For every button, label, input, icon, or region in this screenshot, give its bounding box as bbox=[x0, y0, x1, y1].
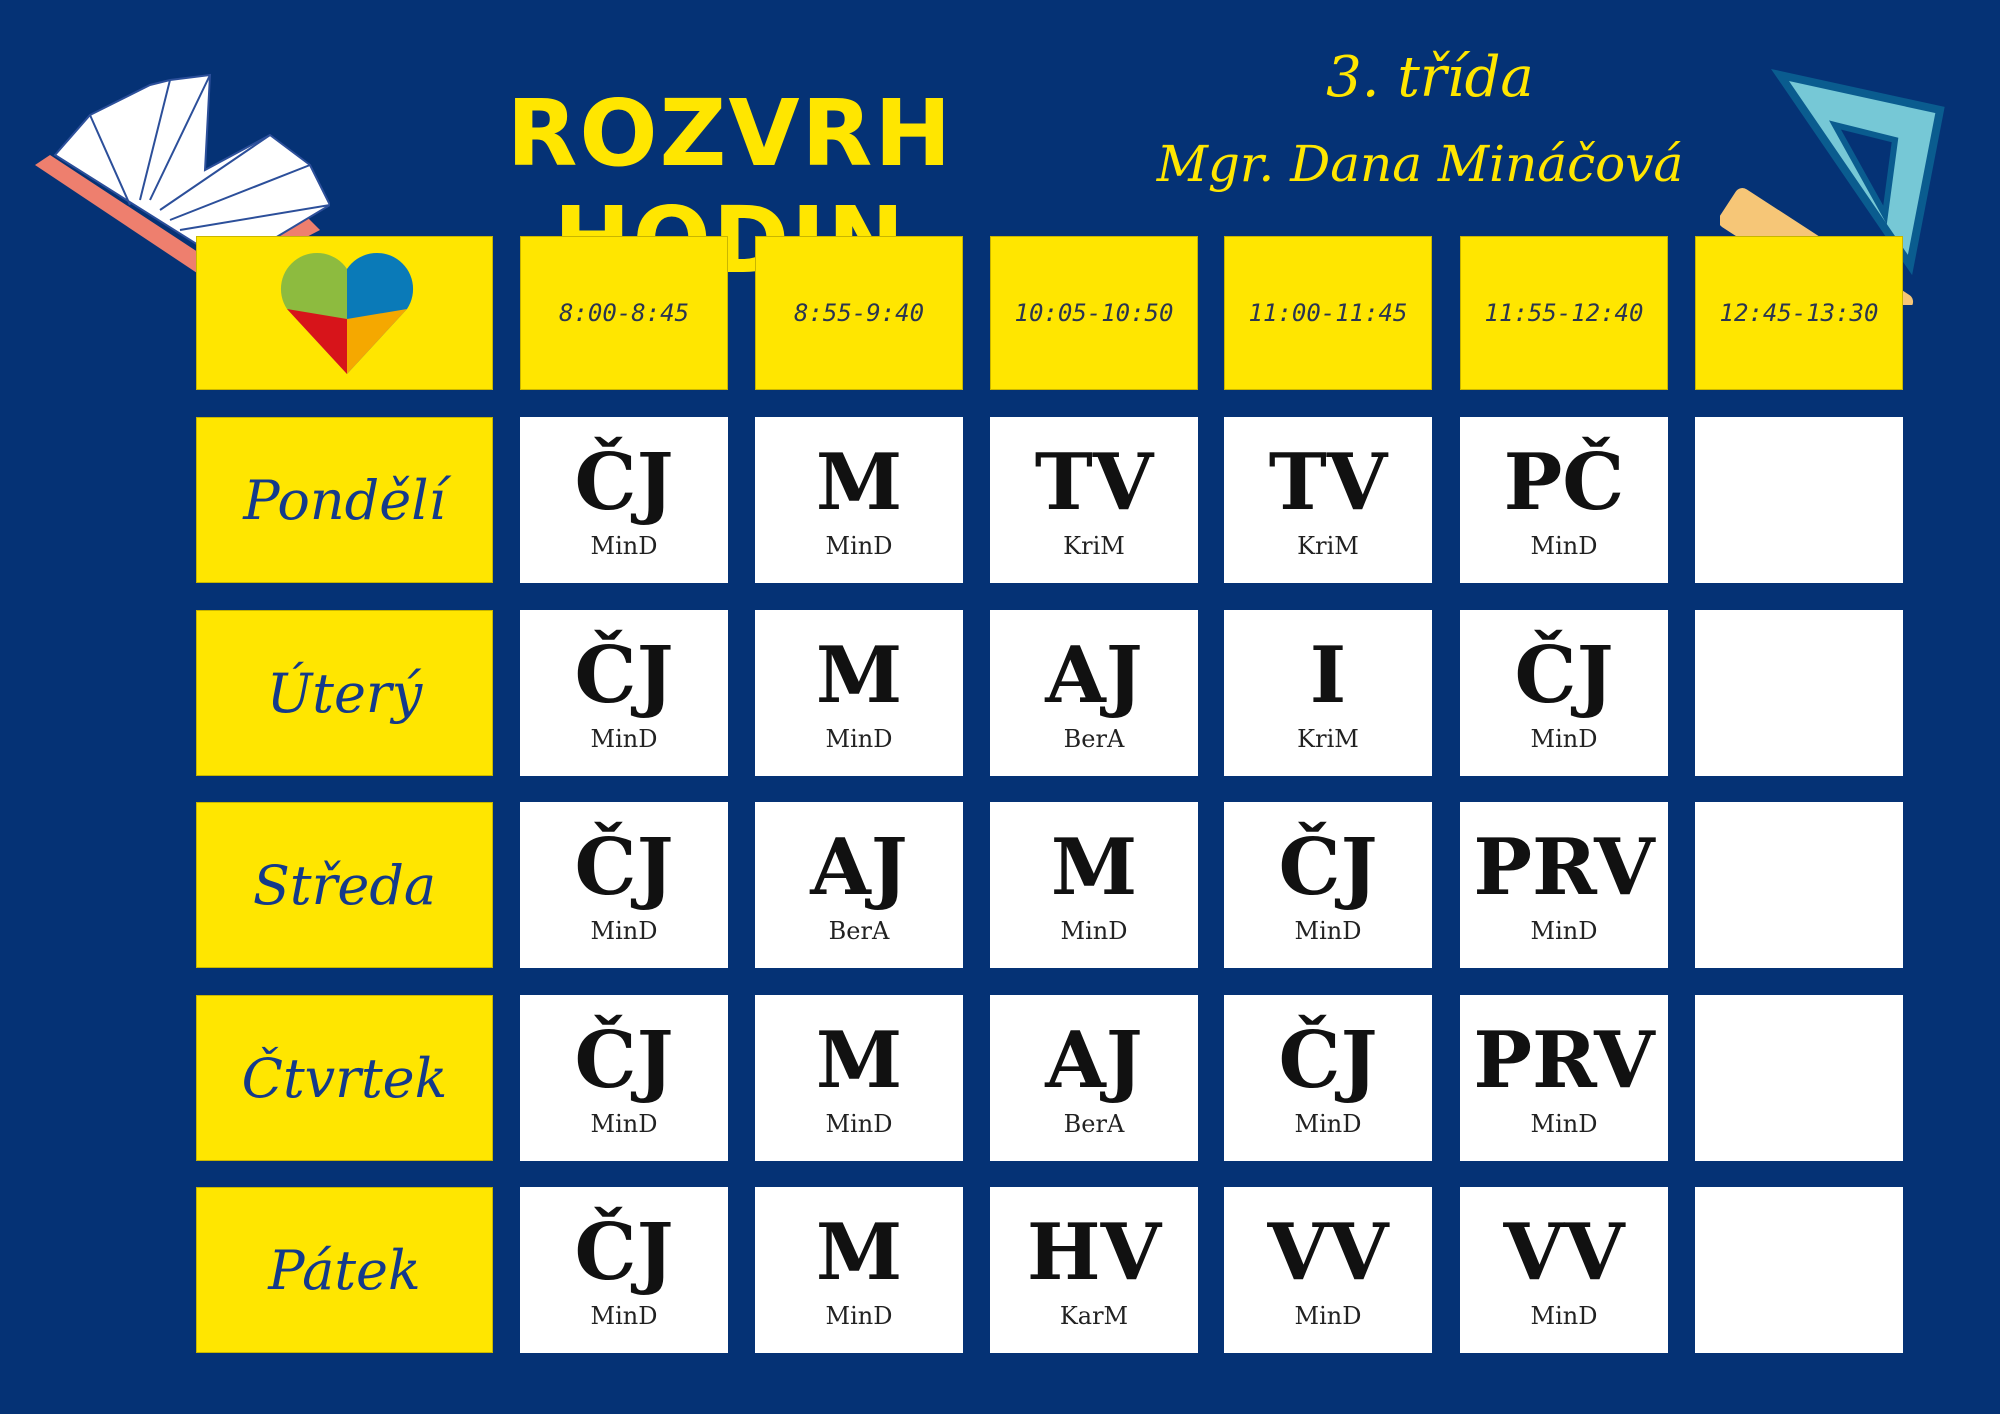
lesson-cell bbox=[1695, 417, 1903, 583]
time-slot-4: 11:00-11:45 bbox=[1224, 236, 1432, 390]
subject: PČ bbox=[1503, 437, 1625, 528]
lesson-cell: ČJ MinD bbox=[520, 417, 728, 583]
subject: VV bbox=[1503, 1207, 1625, 1298]
lesson-cell: ČJ MinD bbox=[520, 1187, 728, 1353]
subject: I bbox=[1309, 630, 1347, 721]
teacher-code: MinD bbox=[1530, 917, 1598, 945]
subject: AJ bbox=[1045, 1015, 1143, 1106]
teacher-code: MinD bbox=[825, 1110, 893, 1138]
lesson-cell: TV KriM bbox=[990, 417, 1198, 583]
day-label: Středa bbox=[196, 802, 493, 968]
teacher-code: BerA bbox=[828, 917, 890, 945]
subject: ČJ bbox=[574, 822, 674, 913]
lesson-cell: M MinD bbox=[755, 1187, 963, 1353]
lesson-cell bbox=[1695, 1187, 1903, 1353]
subject: M bbox=[815, 437, 903, 528]
lesson-cell: ČJ MinD bbox=[1460, 610, 1668, 776]
teacher-code: KriM bbox=[1297, 725, 1359, 753]
teacher-code: MinD bbox=[1530, 1302, 1598, 1330]
lesson-cell: ČJ MinD bbox=[520, 610, 728, 776]
lesson-cell: AJ BerA bbox=[990, 995, 1198, 1161]
teacher-code: MinD bbox=[1060, 917, 1128, 945]
lesson-cell: ČJ MinD bbox=[1224, 802, 1432, 968]
lesson-cell: ČJ MinD bbox=[520, 995, 728, 1161]
subject: AJ bbox=[810, 822, 908, 913]
subject: ČJ bbox=[574, 630, 674, 721]
teacher-code: MinD bbox=[1530, 725, 1598, 753]
lesson-cell: ČJ MinD bbox=[1224, 995, 1432, 1161]
teacher-code: MinD bbox=[590, 917, 658, 945]
subject: M bbox=[815, 630, 903, 721]
time-slot-6: 12:45-13:30 bbox=[1695, 236, 1903, 390]
subject: TV bbox=[1268, 437, 1388, 528]
lesson-cell: PRV MinD bbox=[1460, 802, 1668, 968]
teacher-code: BerA bbox=[1063, 1110, 1125, 1138]
day-label: Pondělí bbox=[196, 417, 493, 583]
subject: M bbox=[815, 1207, 903, 1298]
teacher-code: MinD bbox=[1294, 1110, 1362, 1138]
teacher-code: KriM bbox=[1063, 532, 1125, 560]
subject: VV bbox=[1267, 1207, 1389, 1298]
time-slot-1: 8:00-8:45 bbox=[520, 236, 728, 390]
time-slot-5: 11:55-12:40 bbox=[1460, 236, 1668, 390]
teacher-code: MinD bbox=[590, 532, 658, 560]
lesson-cell: HV KarM bbox=[990, 1187, 1198, 1353]
teacher-code: MinD bbox=[1294, 1302, 1362, 1330]
teacher-code: KarM bbox=[1059, 1302, 1129, 1330]
lesson-cell: AJ BerA bbox=[990, 610, 1198, 776]
subject: PRV bbox=[1473, 822, 1655, 913]
lesson-cell bbox=[1695, 802, 1903, 968]
subject: ČJ bbox=[1278, 822, 1378, 913]
subject: ČJ bbox=[574, 1015, 674, 1106]
logo-cell bbox=[196, 236, 493, 390]
teacher-code: MinD bbox=[590, 1302, 658, 1330]
lesson-cell: M MinD bbox=[990, 802, 1198, 968]
subject: AJ bbox=[1045, 630, 1143, 721]
teacher-code: MinD bbox=[590, 1110, 658, 1138]
subject: PRV bbox=[1473, 1015, 1655, 1106]
subject: ČJ bbox=[1514, 630, 1614, 721]
lesson-cell: AJ BerA bbox=[755, 802, 963, 968]
subject: ČJ bbox=[1278, 1015, 1378, 1106]
lesson-cell: VV MinD bbox=[1224, 1187, 1432, 1353]
lesson-cell: TV KriM bbox=[1224, 417, 1432, 583]
lesson-cell: VV MinD bbox=[1460, 1187, 1668, 1353]
lesson-cell: I KriM bbox=[1224, 610, 1432, 776]
school-heart-logo bbox=[280, 252, 414, 374]
subject: M bbox=[1050, 822, 1138, 913]
day-label: Pátek bbox=[196, 1187, 493, 1353]
lesson-cell: ČJ MinD bbox=[520, 802, 728, 968]
subject: ČJ bbox=[574, 1207, 674, 1298]
teacher-name: Mgr. Dana Mináčová bbox=[1156, 135, 1684, 193]
teacher-code: MinD bbox=[1530, 1110, 1598, 1138]
teacher-code: MinD bbox=[1294, 917, 1362, 945]
day-label: Čtvrtek bbox=[196, 995, 493, 1161]
teacher-code: MinD bbox=[825, 725, 893, 753]
lesson-cell: M MinD bbox=[755, 417, 963, 583]
teacher-code: MinD bbox=[825, 532, 893, 560]
lesson-cell bbox=[1695, 995, 1903, 1161]
subject: M bbox=[815, 1015, 903, 1106]
teacher-code: KriM bbox=[1297, 532, 1359, 560]
lesson-cell: PČ MinD bbox=[1460, 417, 1668, 583]
time-slot-2: 8:55-9:40 bbox=[755, 236, 963, 390]
lesson-cell: PRV MinD bbox=[1460, 995, 1668, 1161]
lesson-cell bbox=[1695, 610, 1903, 776]
time-slot-3: 10:05-10:50 bbox=[990, 236, 1198, 390]
lesson-cell: M MinD bbox=[755, 995, 963, 1161]
lesson-cell: M MinD bbox=[755, 610, 963, 776]
teacher-code: BerA bbox=[1063, 725, 1125, 753]
class-name: 3. třída bbox=[1326, 45, 1534, 110]
teacher-code: MinD bbox=[1530, 532, 1598, 560]
teacher-code: MinD bbox=[825, 1302, 893, 1330]
subject: TV bbox=[1034, 437, 1154, 528]
subject: HV bbox=[1026, 1207, 1162, 1298]
teacher-code: MinD bbox=[590, 725, 658, 753]
day-label: Úterý bbox=[196, 610, 493, 776]
subject: ČJ bbox=[574, 437, 674, 528]
